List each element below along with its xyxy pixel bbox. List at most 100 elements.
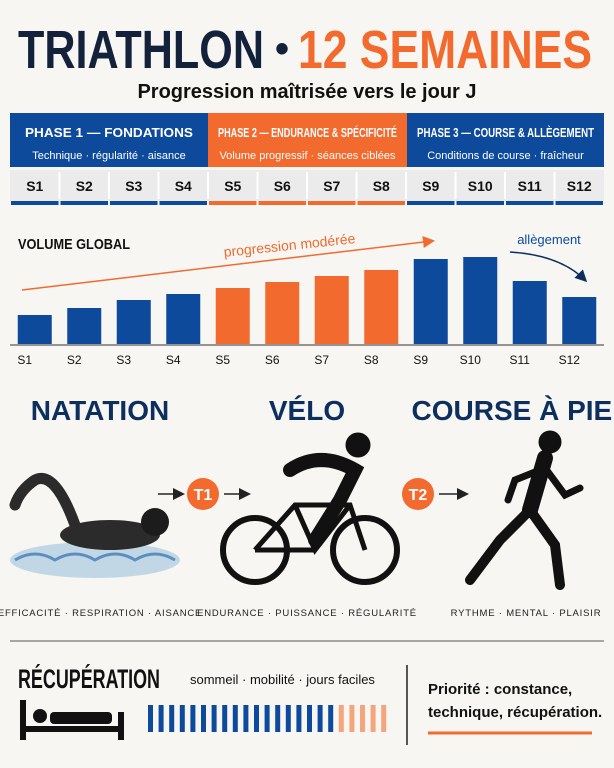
recovery-title: RÉCUPÉRATION [18,663,160,694]
week-underline [456,201,504,205]
discipline-keywords: ENDURANCE · PUISSANCE · RÉGULARITÉ [197,608,417,619]
week-underline [407,201,455,205]
x-tick-label: S12 [559,353,581,367]
bar [17,315,52,344]
x-tick-label: S1 [17,353,32,367]
x-tick-label: S2 [67,353,82,367]
bar [265,282,300,344]
bar [314,276,349,344]
transition-badge [402,478,434,510]
x-tick-label: S7 [314,353,329,367]
bar [463,257,498,344]
week-underline [357,201,405,205]
week-underline [308,201,356,205]
stripe [296,705,302,732]
subtitle: Progression maîtrisée vers le jour J [137,81,476,103]
week-label: S12 [567,178,592,194]
x-tick-label: S8 [364,353,379,367]
stripe [158,705,164,732]
x-tick-label: S10 [460,353,482,367]
week-underline [555,201,603,205]
priority-line: technique, récupération. [428,704,602,721]
phase-box [407,113,604,167]
stripe [148,705,153,732]
bar [215,288,250,344]
bar [364,270,399,344]
x-tick-label: S4 [166,353,181,367]
stripe [317,705,323,732]
week-label: S7 [323,178,340,194]
week-underline [60,201,108,205]
stripe [254,705,259,732]
transition-label: T2 [409,487,428,504]
bar [116,300,151,344]
bar [166,294,201,344]
stripe [211,705,217,732]
phase-box [10,113,208,167]
progression-arrow [21,236,435,291]
stripe [307,705,312,732]
phase-name: PHASE 3 — COURSE & ALLÈGEMENT [417,125,594,140]
bar [413,259,448,344]
recovery-subtitle: sommeil · mobilité · jours faciles [190,672,375,687]
week-label: S10 [468,178,493,194]
phase-description: Volume progressif · séances ciblées [219,150,396,162]
week-underline [11,201,59,205]
chart-title: VOLUME GLOBAL [18,236,130,253]
annotation: allègement [517,232,581,247]
x-tick-label: S9 [413,353,428,367]
transition-badge [187,478,219,510]
x-tick-label: S11 [510,353,531,367]
phase-description: Conditions de course · fraîcheur [427,150,584,162]
stripe [243,705,249,732]
week-label: S8 [373,178,390,194]
phase-description: Technique · régularité · aisance [32,150,185,162]
stripe [381,705,387,732]
phase-name: PHASE 2 — ENDURANCE & SPÉCIFICITÉ [218,125,397,140]
x-tick-label: S5 [215,353,230,367]
stripe [222,705,228,732]
discipline-keywords: RYTHME · MENTAL · PLAISIR [451,608,602,619]
week-label: S11 [518,178,542,194]
bed-icon [20,700,124,740]
week-label: S2 [76,178,93,194]
phase-name: PHASE 1 — FONDATIONS [25,125,193,140]
x-tick-label: S3 [116,353,131,367]
phase-box [208,113,407,167]
priority-line: Priorité : constance, [428,681,572,698]
week-underline [258,201,306,205]
stripe [201,705,206,732]
stripe [328,705,334,732]
bar [512,281,547,344]
stripe [190,705,196,732]
title-left: TRIATHLON [18,20,264,80]
week-label: S5 [224,178,241,194]
stripe [338,705,344,732]
discipline-name: VÉLO [269,395,345,426]
stripe [232,705,238,732]
week-label: S3 [125,178,142,194]
swimmer-illustration [9,473,180,578]
stripe [275,705,281,732]
week-underline [159,201,207,205]
week-underline [209,201,257,205]
bar [67,308,102,344]
stripe [264,705,270,732]
week-label: S6 [274,178,291,194]
week-underline [506,201,554,205]
taper-arrow [509,251,588,283]
discipline-name: NATATION [31,395,169,426]
bar [562,297,597,344]
x-tick-label: S6 [265,353,280,367]
week-label: S9 [422,178,439,194]
title-right: 12 SEMAINES [298,20,592,80]
week-underline [110,201,158,205]
transition-label: T1 [194,487,213,504]
stripe [360,705,365,732]
stripe [370,705,376,732]
week-label: S4 [175,178,192,194]
stripe [179,705,185,732]
week-label: S1 [26,178,43,194]
